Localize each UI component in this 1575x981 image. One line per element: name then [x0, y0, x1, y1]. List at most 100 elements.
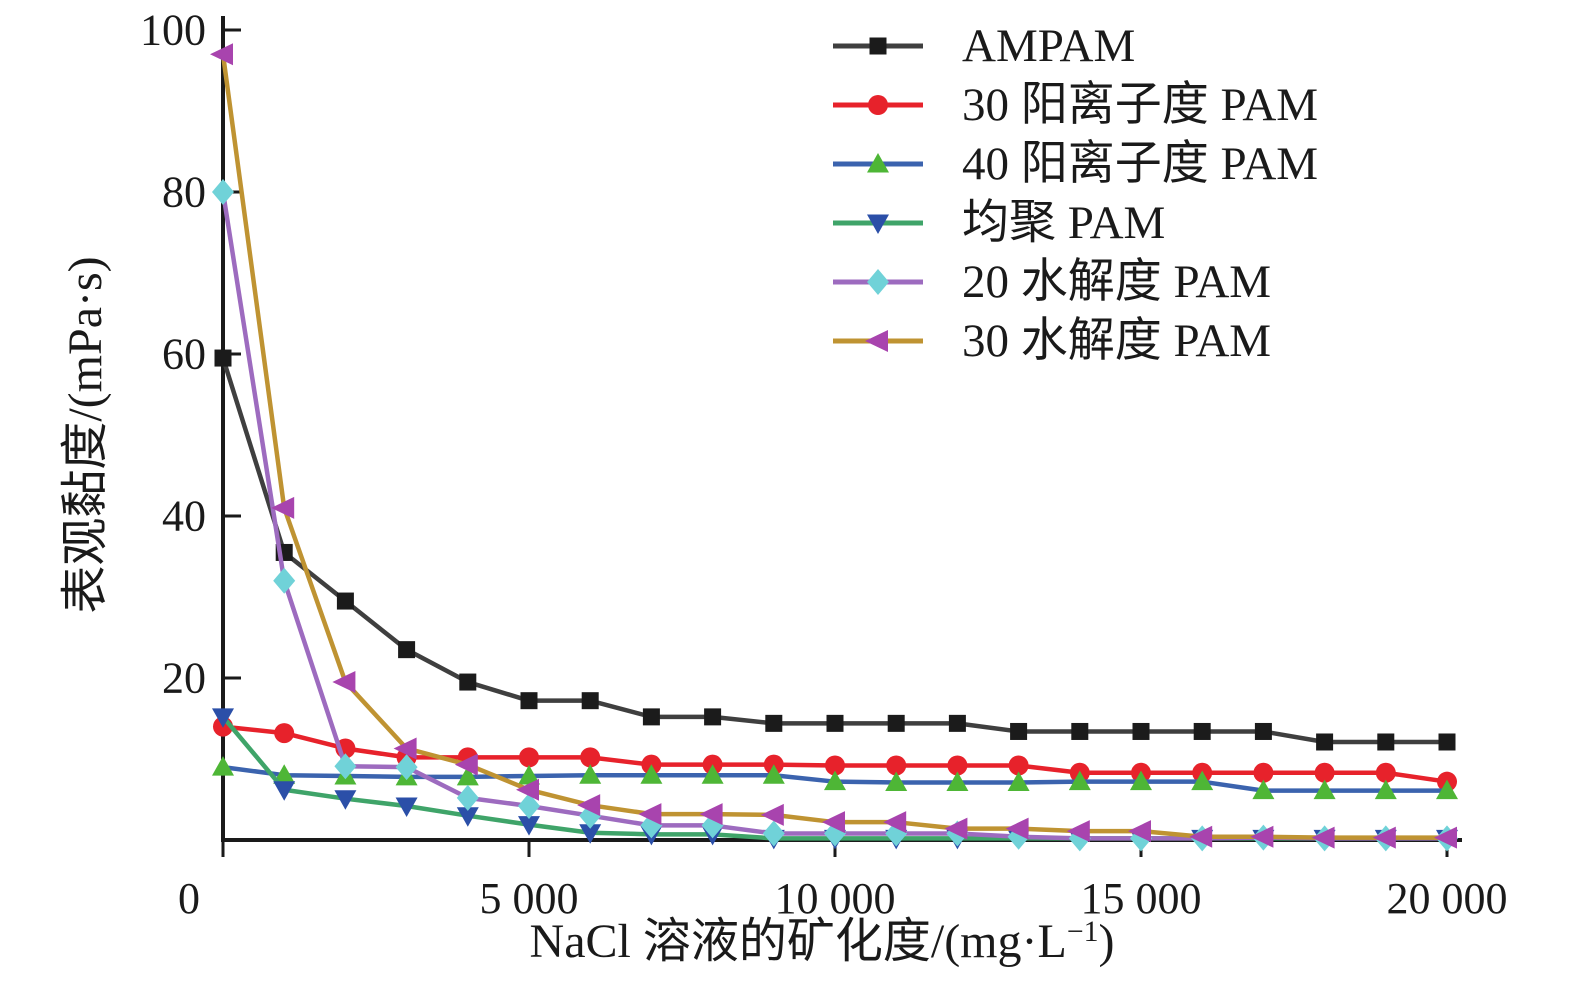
data-point-marker	[1066, 820, 1090, 843]
x-tick-label: 15 000	[1081, 874, 1202, 923]
data-point-marker	[1314, 762, 1335, 783]
data-point-marker	[701, 764, 724, 784]
triangle-down-legend-marker-icon	[867, 214, 889, 234]
data-point-marker	[334, 790, 357, 810]
y-axis-label: 表观黏度/(mPa·s)	[59, 256, 112, 614]
data-point-marker	[577, 794, 601, 817]
data-point-marker	[765, 714, 783, 732]
data-point-marker	[518, 765, 540, 785]
data-point-marker	[456, 807, 479, 827]
legend-item: AMPAM	[833, 20, 1135, 72]
data-point-marker	[1189, 825, 1213, 848]
data-point-marker	[334, 753, 357, 780]
data-point-marker	[1313, 779, 1336, 800]
data-point-marker	[826, 714, 844, 732]
data-point-marker	[212, 708, 234, 728]
legend-item: 30 阳离子度 PAM	[833, 79, 1318, 131]
data-point-marker	[398, 641, 416, 659]
data-point-marker	[332, 671, 356, 694]
data-point-marker	[271, 496, 295, 519]
data-point-marker	[456, 784, 479, 811]
data-point-marker	[1130, 770, 1152, 791]
data-point-marker	[212, 179, 234, 205]
data-point-marker	[642, 708, 660, 726]
data-point-marker	[1252, 779, 1275, 800]
data-point-marker	[887, 714, 905, 732]
series-6	[210, 43, 1457, 849]
data-point-marker	[212, 756, 234, 776]
data-point-marker	[704, 708, 722, 726]
data-point-marker	[947, 755, 968, 776]
data-point-marker	[395, 797, 418, 817]
data-point-marker	[1434, 826, 1457, 849]
data-point-marker	[456, 765, 479, 786]
data-point-marker	[1374, 779, 1397, 800]
data-point-marker	[454, 753, 478, 776]
data-point-marker	[1128, 820, 1151, 843]
data-point-marker	[1253, 762, 1274, 783]
x-axis-label-text: NaCl 溶液的矿化度/(mg·L	[529, 915, 1067, 968]
data-point-marker	[581, 692, 599, 710]
data-point-marker	[518, 792, 540, 819]
data-point-marker	[459, 673, 477, 691]
data-point-marker	[1438, 733, 1456, 751]
y-tick-label: 40	[162, 492, 206, 541]
x-axis-label: NaCl 溶液的矿化度/(mg·L−1)	[530, 901, 1115, 971]
data-point-marker	[336, 592, 354, 610]
data-point-marker	[214, 349, 232, 367]
data-point-marker	[638, 803, 662, 826]
legend-label: 30 水解度 PAM	[962, 315, 1271, 367]
y-tick-label: 80	[162, 168, 206, 217]
x-tick-label: 5 000	[480, 874, 579, 923]
data-point-marker	[1316, 733, 1334, 751]
square-legend-marker-icon	[869, 37, 887, 55]
data-point-marker	[579, 764, 602, 784]
data-point-marker	[883, 811, 907, 834]
data-point-marker	[1375, 762, 1396, 783]
x-axis-label-suffix: )	[1098, 915, 1115, 968]
series-line	[220, 355, 1450, 745]
data-point-marker	[273, 567, 296, 594]
data-point-marker	[825, 755, 845, 776]
data-point-marker	[1372, 826, 1396, 849]
data-point-marker	[579, 824, 602, 844]
y-tick-label: 100	[140, 6, 206, 55]
legend-item: 30 水解度 PAM	[833, 315, 1271, 367]
legend-item: 40 阳离子度 PAM	[833, 138, 1318, 190]
data-point-marker	[886, 755, 907, 776]
triangle-left-legend-marker-icon	[865, 330, 888, 352]
data-point-marker	[1008, 755, 1029, 776]
legend-item: 20 水解度 PAM	[833, 256, 1271, 308]
data-point-marker	[1071, 722, 1089, 740]
data-point-marker	[273, 764, 296, 784]
data-point-marker	[885, 771, 908, 791]
legend-label: 30 阳离子度 PAM	[962, 79, 1318, 131]
circle-legend-marker-icon	[868, 95, 888, 115]
data-point-marker	[1193, 722, 1211, 740]
data-point-marker	[1191, 770, 1214, 791]
data-point-marker	[520, 692, 538, 710]
data-point-marker	[1005, 817, 1029, 840]
x-tick-label: 0	[178, 874, 200, 923]
data-point-marker	[1311, 826, 1335, 849]
data-point-marker	[640, 764, 663, 784]
legend-label: 20 水解度 PAM	[962, 256, 1271, 308]
triangle-up-legend-marker-icon	[867, 153, 889, 173]
data-point-marker	[395, 754, 418, 781]
data-point-marker	[516, 778, 539, 801]
data-point-marker	[1068, 770, 1091, 791]
data-point-marker	[1250, 825, 1274, 848]
data-point-marker	[948, 714, 966, 732]
diamond-legend-marker-icon	[867, 269, 889, 295]
data-point-marker	[762, 764, 785, 784]
data-point-marker	[822, 811, 845, 834]
data-point-marker	[273, 781, 296, 801]
x-tick-label: 10 000	[775, 874, 896, 923]
x-axis-label-superscript: −1	[1066, 914, 1099, 948]
legend-label: 40 阳离子度 PAM	[962, 138, 1318, 190]
data-point-marker	[210, 43, 233, 66]
series-1	[214, 349, 1456, 751]
legend: AMPAM 30 阳离子度 PAM 40 阳离子度 PAM 均聚 PAM 20 水解度 …	[833, 20, 1318, 367]
